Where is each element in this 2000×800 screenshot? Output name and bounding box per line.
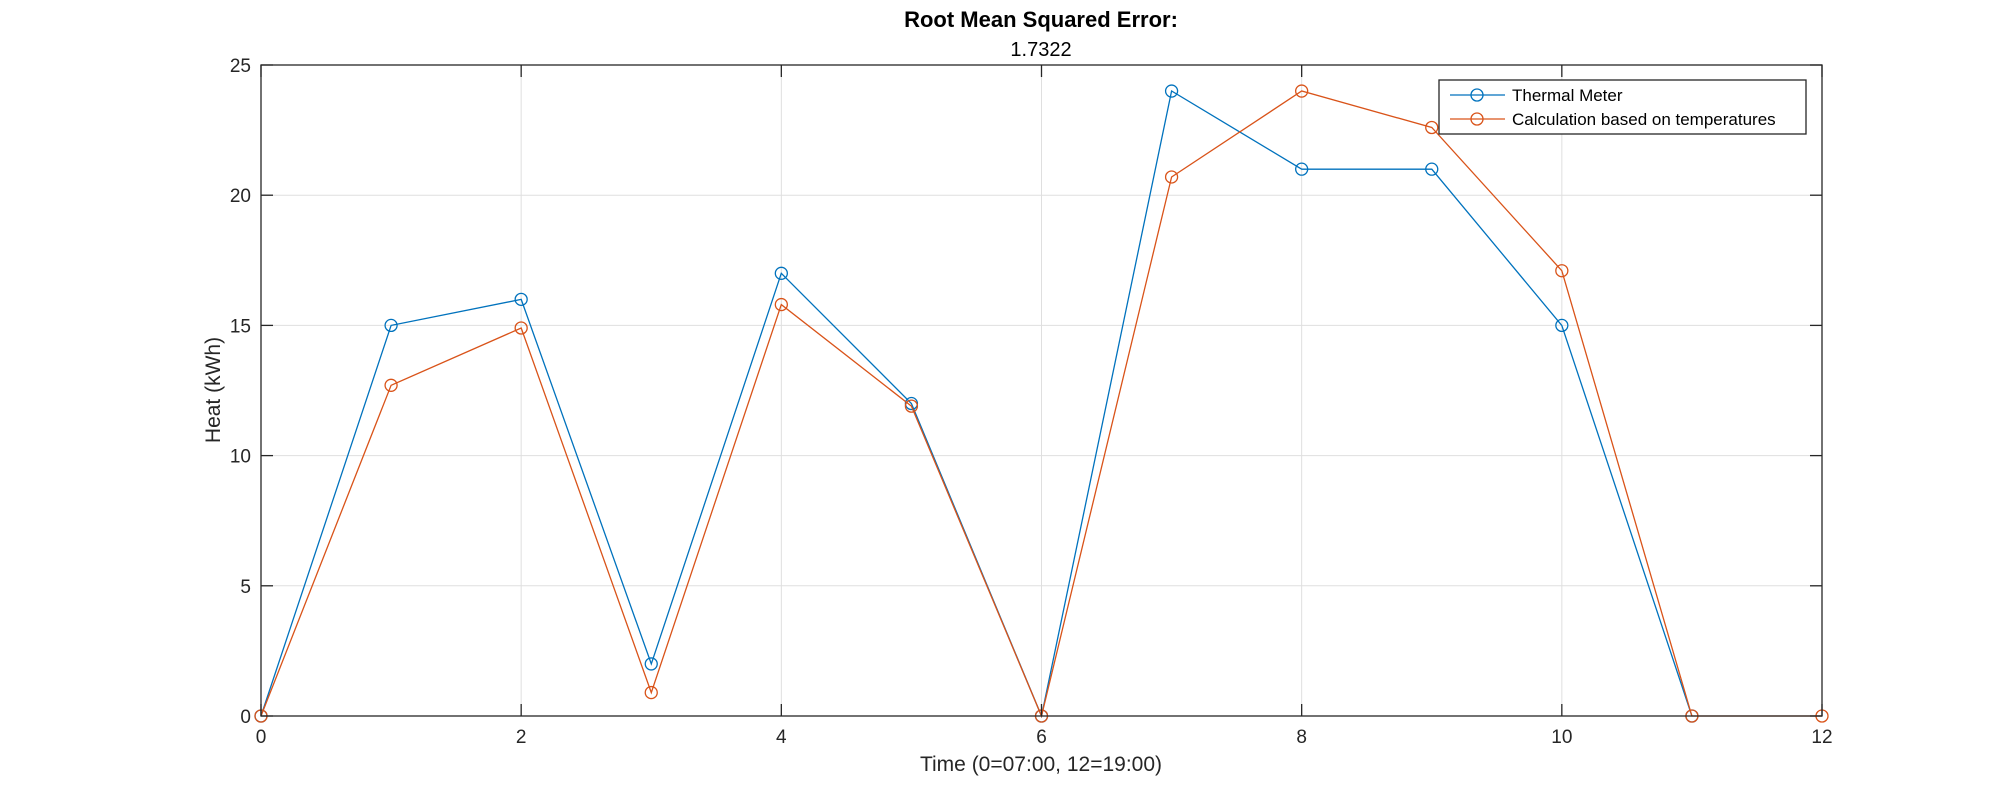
- data-point: [1425, 162, 1439, 176]
- y-tick-label: 0: [240, 707, 251, 728]
- x-tick-label: 0: [256, 727, 267, 748]
- y-tick-label: 20: [230, 186, 251, 207]
- data-point: [1555, 264, 1569, 278]
- legend-marker-thermal-meter: [1470, 88, 1484, 102]
- x-tick-label: 12: [1811, 727, 1832, 748]
- data-point: [1555, 318, 1569, 333]
- data-point: [774, 297, 788, 312]
- legend-label-calculation: Calculation based on temperatures: [1512, 110, 1776, 129]
- data-point: [644, 685, 658, 700]
- data-point: [384, 318, 398, 333]
- legend-label-thermal-meter: Thermal Meter: [1512, 86, 1623, 105]
- data-point: [1295, 162, 1309, 176]
- axis-ticks: 0 2 4 6 8 10 12 0 5 10 15 20 25: [230, 56, 1833, 748]
- y-tick-label: 5: [240, 577, 251, 598]
- data-point: [384, 378, 398, 392]
- data-point: [514, 321, 528, 335]
- y-tick-label: 15: [230, 316, 251, 337]
- y-tick-label: 25: [230, 56, 251, 77]
- x-tick-label: 8: [1296, 727, 1307, 748]
- x-tick-label: 4: [776, 727, 787, 748]
- y-axis-label: Heat (kWh): [202, 337, 225, 443]
- chart-title: Root Mean Squared Error:: [904, 7, 1178, 32]
- legend-marker-calculation: [1470, 112, 1484, 126]
- data-point: [514, 292, 528, 307]
- data-point: [1164, 170, 1179, 184]
- grid: [261, 65, 1822, 716]
- x-tick-label: 6: [1036, 727, 1047, 748]
- x-tick-label: 10: [1551, 727, 1572, 748]
- legend: Thermal Meter Calculation based on tempe…: [1438, 79, 1807, 135]
- chart-subtitle: 1.7322: [1010, 39, 1071, 61]
- data-point: [774, 266, 788, 280]
- legend-box: [1438, 79, 1807, 135]
- data-point: [644, 657, 658, 671]
- data-point: [1425, 120, 1439, 135]
- series-0: [254, 84, 1699, 723]
- data-point: [1164, 84, 1179, 98]
- data-point: [1295, 84, 1309, 98]
- series-line: [260, 89, 1693, 719]
- x-tick-label: 2: [516, 727, 527, 748]
- x-axis-label: Time (0=07:00, 12=19:00): [920, 753, 1162, 776]
- data-point: [904, 399, 919, 413]
- y-tick-label: 10: [230, 447, 251, 468]
